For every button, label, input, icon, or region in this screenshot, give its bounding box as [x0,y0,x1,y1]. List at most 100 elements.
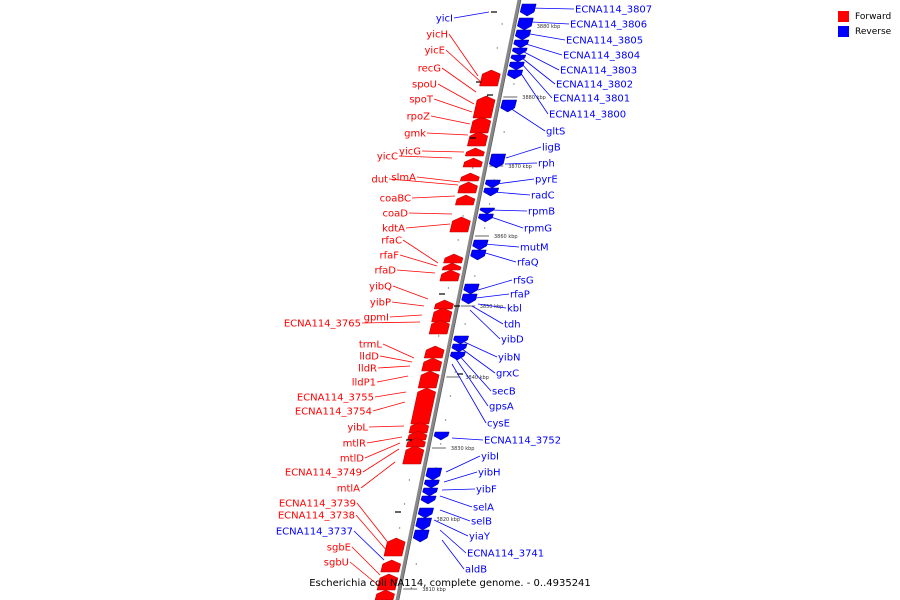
forward-gene-label: rfaC [381,236,402,247]
reverse-gene-block [484,179,501,189]
legend-label: Forward [855,11,892,22]
forward-gene-block [417,370,440,389]
axis-dot [488,203,491,205]
reverse-gene-label: yibF [476,485,497,496]
axis-dot [454,371,457,373]
reverse-gene-block [422,487,439,497]
reverse-gene-block [463,283,480,295]
leader-line [368,425,405,428]
reverse-gene-label: selA [473,503,494,514]
forward-gene-label: yicG [399,147,421,158]
forward-gene-block [457,181,478,194]
scale-label: 3840 kbp [465,375,489,381]
forward-gene-block [431,307,453,323]
reverse-gene-label: tdh [504,320,521,331]
forward-gene-block [449,216,471,233]
leader-line [391,301,425,307]
reverse-gene-block [507,69,524,80]
reverse-gene-block [514,29,532,41]
leader-line [356,502,391,546]
forward-gene-label: sgbE [327,543,351,554]
reverse-gene-label: rph [538,159,555,170]
leader-line [399,254,438,267]
forward-gene-label: ECNA114_3754 [295,407,372,418]
axis-dot [472,167,474,169]
leader-line [377,365,411,369]
leader-line [411,195,456,199]
scale-label: 3870 kbp [508,164,532,170]
forward-gene-label: rfaF [379,251,399,262]
forward-gene-block [443,253,464,264]
leader-line [353,530,385,561]
leader-line [489,209,528,212]
leader-line [504,162,538,165]
forward-gene-block [423,345,445,359]
reverse-gene-label: rpmB [528,207,555,218]
legend-item-forward: Forward [838,9,891,24]
scale-label: 3860 kbp [494,234,518,240]
reverse-gene-block [449,351,466,361]
reverse-gene-label: kbl [507,304,522,315]
reverse-gene-label: ECNA114_3804 [563,51,640,62]
reverse-gene-label: ECNA114_3801 [553,94,630,105]
forward-gene-label: coaD [383,209,409,220]
reverse-gene-block [519,3,537,17]
forward-gene-block [405,437,426,448]
reverse-gene-block [417,507,435,519]
leader-line [416,176,461,183]
forward-gene-label: ECNA114_3739 [279,499,356,510]
forward-gene-block [462,157,483,168]
reverse-gene-label: aldB [465,565,487,576]
leader-line [521,57,556,85]
gene-labels: yicI yicH yicE recG spoU spoT rpoZ gmk yicC yicG d… [276,5,652,586]
reverse-gene-label: grxC [496,369,519,380]
axis-dot [513,83,515,85]
leader-line [531,21,570,25]
reverse-gene-label: secB [492,387,516,398]
gene-features [374,3,537,600]
reverse-gene-block [488,153,507,169]
forward-gene-label: yibQ [369,282,392,293]
leader-line [469,309,501,340]
leader-line [382,343,415,359]
forward-gene-block [410,387,436,425]
axis-dot [483,227,486,229]
leader-line [439,529,467,554]
leader-line [441,539,465,570]
forward-gene-label: lldR [358,364,377,375]
scale-label: 3820 kbp [436,517,460,523]
reverse-gene-label: yibD [501,335,524,346]
reverse-gene-block [433,431,450,441]
legend-label: Reverse [855,26,892,37]
forward-gene-label: ECNA114_3755 [297,393,374,404]
leader-line [477,303,507,309]
leader-line [388,178,459,186]
forward-gene-label: rpoZ [407,112,431,123]
forward-gene-block [374,589,395,600]
legend-item-reverse: Reverse [838,24,891,39]
forward-gene-block [439,269,460,282]
leader-line [360,461,396,489]
forward-gene-block [459,172,480,182]
forward-gene-block [402,445,425,465]
reverse-gene-block [415,517,432,531]
forward-gene-label: ECNA114_3765 [284,319,361,330]
reverse-gene-label: ECNA114_3805 [566,36,643,47]
leader-line [451,437,484,441]
reverse-gene-block [461,293,478,305]
leader-line [451,363,487,424]
reverse-gene-label: yibI [481,452,499,463]
leader-line [364,442,401,459]
axis-dot [415,563,418,565]
reverse-gene-block [500,99,517,113]
reverse-gene-block [423,479,440,489]
reverse-gene-block [412,529,430,543]
reverse-gene-block [511,47,528,56]
leader-line [487,215,524,229]
axis-dot [408,479,411,481]
forward-gene-label: trmL [359,340,383,351]
leader-line [402,239,439,264]
forward-gene-label: yibP [370,298,391,309]
forward-gene-label: coaBC [380,194,411,205]
forward-gene-label: slmA [391,173,416,184]
